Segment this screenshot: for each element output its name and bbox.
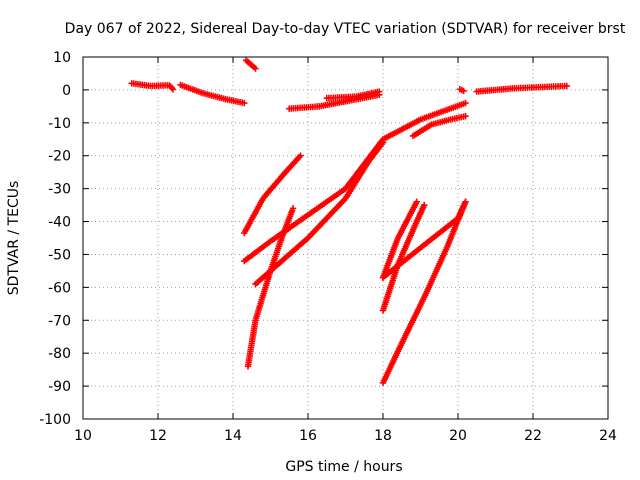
x-tick-label: 24 [599, 428, 617, 444]
y-tick-label: -70 [48, 313, 71, 329]
data-point-trail [411, 113, 467, 139]
y-tick-label: -50 [48, 247, 71, 263]
y-tick-label: -20 [48, 149, 71, 165]
y-tick-label: -90 [48, 379, 71, 395]
data-layer [128, 57, 570, 386]
x-tick-label: 20 [449, 428, 467, 444]
y-tick-label: 0 [62, 83, 71, 99]
data-series [244, 205, 297, 370]
y-tick-label: -100 [39, 412, 71, 428]
y-tick-label: -80 [48, 346, 71, 362]
data-point-trail [458, 86, 465, 94]
y-tick-label: 10 [53, 50, 71, 66]
tick-layer: 10 12 14 16 18 20 22 24 10 0 -10 -20 -30 -40 -50 -60 -70… [39, 50, 617, 444]
x-tick-label: 12 [149, 428, 167, 444]
data-series [177, 81, 248, 107]
chart-title: Day 067 of 2022, Sidereal Day-to-day VTE… [65, 21, 626, 37]
data-series [456, 86, 467, 95]
x-tick-label: 10 [74, 428, 92, 444]
data-point-trail [475, 82, 568, 95]
x-tick-label: 14 [224, 428, 242, 444]
data-point-trail [245, 207, 296, 368]
x-axis-label: GPS time / hours [285, 459, 402, 475]
data-series [323, 88, 383, 102]
data-point-trail [130, 80, 175, 92]
data-series [409, 113, 469, 140]
data-series [128, 80, 177, 93]
data-series [241, 152, 304, 237]
data-series [379, 198, 469, 386]
data-point-trail [325, 88, 381, 102]
x-tick-label: 18 [374, 428, 392, 444]
data-point-trail [242, 154, 303, 235]
data-point-trail [179, 82, 246, 106]
data-point-trail [244, 58, 258, 71]
y-axis-label: SDTVAR / TECUs [6, 181, 22, 296]
y-tick-label: -40 [48, 215, 71, 231]
data-series [473, 82, 570, 95]
y-tick-label: -30 [48, 182, 71, 198]
data-series [242, 57, 259, 72]
y-tick-label: -60 [48, 280, 71, 296]
data-point-trail [380, 200, 468, 384]
x-tick-label: 22 [524, 428, 542, 444]
x-tick-label: 16 [299, 428, 317, 444]
y-tick-label: -10 [48, 116, 71, 132]
plot-frame [82, 56, 609, 420]
